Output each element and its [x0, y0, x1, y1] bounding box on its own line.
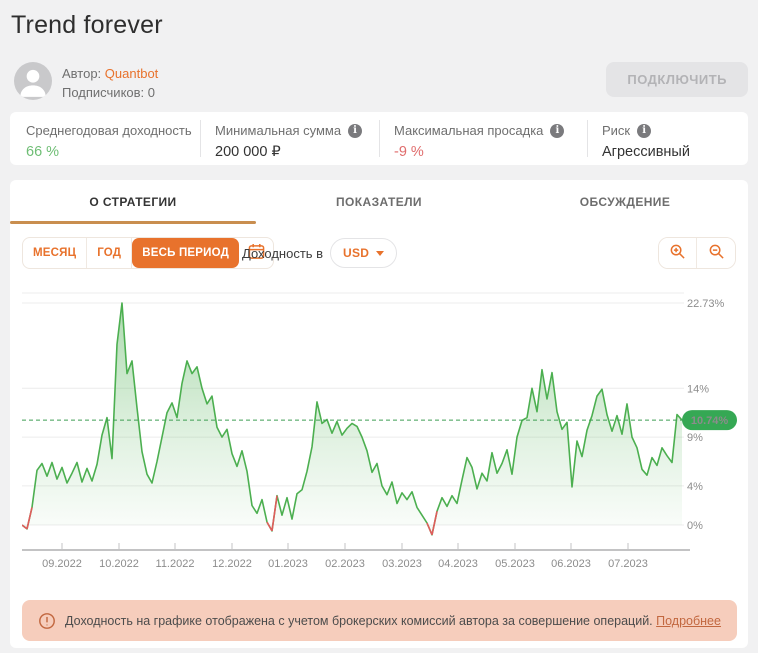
svg-text:05.2023: 05.2023 — [495, 558, 535, 570]
stat-risk: Риск i Агрессивный — [587, 120, 748, 160]
stat-value: -9 % — [394, 144, 424, 160]
svg-text:14%: 14% — [687, 383, 709, 395]
stat-label: Минимальная сумма — [215, 123, 342, 138]
period-all-button[interactable]: ВЕСЬ ПЕРИОД — [132, 238, 240, 268]
stat-label: Риск — [602, 123, 631, 138]
subscribers-count: Подписчиков: 0 — [62, 85, 155, 100]
warning-details-link[interactable]: Подробнее — [656, 613, 721, 628]
chart-line — [22, 302, 683, 536]
performance-chart[interactable]: 09.2022 10.2022 11.2022 12.2022 01.2023 02.20… — [22, 283, 747, 583]
currency-dropdown[interactable]: USD — [330, 238, 398, 268]
strategy-card: О СТРАТЕГИИ ПОКАЗАТЕЛИ ОБСУЖДЕНИЕ МЕСЯЦ … — [10, 180, 748, 648]
tab-discussion[interactable]: ОБСУЖДЕНИЕ — [579, 195, 671, 209]
svg-text:4%: 4% — [687, 481, 703, 493]
stat-value: Агрессивный — [602, 144, 690, 160]
stat-value: 200 000 ₽ — [215, 144, 281, 160]
warning-message: Доходность на графике отображена с учето… — [65, 613, 653, 628]
svg-text:09.2022: 09.2022 — [42, 558, 82, 570]
svg-text:10.2022: 10.2022 — [99, 558, 139, 570]
zoom-in-button[interactable] — [659, 238, 697, 268]
stat-value: 66 % — [26, 144, 60, 160]
tab-indicators[interactable]: ПОКАЗАТЕЛИ — [336, 195, 422, 209]
currency-value: USD — [343, 246, 370, 260]
info-icon[interactable]: i — [348, 123, 363, 138]
tab-about-strategy[interactable]: О СТРАТЕГИИ — [10, 180, 256, 224]
chart-area-fill — [22, 303, 682, 535]
svg-text:22.73%: 22.73% — [687, 298, 725, 310]
period-year-button[interactable]: ГОД — [87, 238, 133, 268]
period-selector: МЕСЯЦ ГОД ВЕСЬ ПЕРИОД — [22, 237, 275, 269]
author-link[interactable]: Quantbot — [104, 66, 159, 81]
author-info: Автор: Quantbot Подписчиков: 0 — [62, 64, 158, 102]
svg-text:12.2022: 12.2022 — [212, 558, 252, 570]
page-title: Trend forever — [11, 11, 163, 39]
svg-text:06.2023: 06.2023 — [551, 558, 591, 570]
svg-text:02.2023: 02.2023 — [325, 558, 365, 570]
stats-card: Среднегодовая доходность 66 % Минимальна… — [10, 112, 748, 165]
info-icon[interactable]: i — [637, 123, 652, 138]
stat-min-amount: Минимальная сумма i 200 000 ₽ — [200, 120, 379, 160]
calendar-icon — [248, 243, 265, 263]
zoom-out-button[interactable] — [697, 238, 735, 268]
person-icon — [14, 62, 52, 100]
chart-current-value-badge: 10.74% — [682, 410, 737, 431]
period-month-button[interactable]: МЕСЯЦ — [23, 238, 88, 268]
chart-x-axis: 09.2022 10.2022 11.2022 12.2022 01.2023 02.20… — [22, 543, 690, 570]
author-avatar — [14, 62, 52, 100]
svg-text:04.2023: 04.2023 — [438, 558, 478, 570]
zoom-in-icon — [669, 243, 686, 263]
currency-selector-label: Доходность в — [242, 246, 324, 261]
author-label: Автор: — [62, 66, 102, 81]
stat-annual-return: Среднегодовая доходность 66 % — [10, 120, 200, 160]
svg-text:03.2023: 03.2023 — [382, 558, 422, 570]
tab-bar: О СТРАТЕГИИ ПОКАЗАТЕЛИ ОБСУЖДЕНИЕ — [10, 180, 748, 224]
warning-text: Доходность на графике отображена с учето… — [65, 614, 721, 628]
calendar-button[interactable] — [239, 238, 273, 268]
chart-negative-segments — [22, 495, 438, 536]
connect-button[interactable]: ПОДКЛЮЧИТЬ — [606, 62, 748, 97]
chevron-down-icon — [376, 250, 385, 256]
stat-label: Среднегодовая доходность — [26, 123, 192, 138]
svg-text:07.2023: 07.2023 — [608, 558, 648, 570]
commission-warning-banner: Доходность на графике отображена с учето… — [22, 600, 737, 641]
svg-text:01.2023: 01.2023 — [268, 558, 308, 570]
zoom-controls — [658, 237, 736, 269]
chart-y-labels: 0% 4% 9% 14% 22.73% — [687, 298, 725, 532]
zoom-out-icon — [708, 243, 725, 263]
svg-text:11.2022: 11.2022 — [156, 558, 195, 570]
chart-controls: МЕСЯЦ ГОД ВЕСЬ ПЕРИОД Доходность в — [22, 237, 736, 269]
warning-icon — [38, 612, 56, 630]
stat-max-drawdown: Максимальная просадка i -9 % — [379, 120, 587, 160]
svg-text:0%: 0% — [687, 520, 703, 532]
svg-text:10.74%: 10.74% — [691, 415, 729, 427]
stat-label: Максимальная просадка — [394, 123, 544, 138]
svg-text:9%: 9% — [687, 432, 703, 444]
info-icon[interactable]: i — [550, 123, 565, 138]
